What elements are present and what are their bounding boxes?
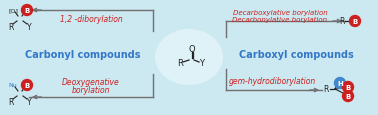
Circle shape — [335, 78, 345, 89]
Text: Deoxygenative: Deoxygenative — [62, 78, 120, 87]
Circle shape — [342, 82, 353, 93]
Text: R: R — [177, 59, 183, 68]
Text: Y: Y — [27, 23, 31, 32]
Text: B: B — [352, 19, 358, 25]
Text: borylation: borylation — [72, 86, 110, 95]
Text: B: B — [24, 8, 29, 14]
Text: B: B — [345, 93, 351, 99]
Ellipse shape — [155, 30, 223, 85]
Text: B: B — [345, 84, 351, 90]
Text: R: R — [323, 85, 329, 94]
Circle shape — [22, 80, 33, 91]
Circle shape — [350, 16, 361, 27]
Text: R: R — [339, 17, 345, 26]
Circle shape — [342, 91, 353, 102]
Text: H: H — [337, 80, 343, 86]
Text: [O]: [O] — [8, 8, 18, 13]
Text: Nu: Nu — [9, 83, 17, 88]
Text: Decarbonylative borylation: Decarbonylative borylation — [232, 17, 328, 23]
Text: Carboxyl compounds: Carboxyl compounds — [239, 50, 353, 59]
Text: R: R — [8, 23, 14, 32]
Text: Y: Y — [27, 98, 31, 107]
Text: B: B — [24, 82, 29, 88]
Text: Decarboxylative borylation: Decarboxylative borylation — [232, 10, 327, 16]
Text: Carbonyl compounds: Carbonyl compounds — [25, 50, 141, 59]
Text: Y: Y — [200, 59, 204, 68]
Text: gem-hydrodiborylation: gem-hydrodiborylation — [228, 77, 316, 86]
Text: R: R — [8, 98, 14, 107]
Text: O: O — [189, 45, 195, 54]
Circle shape — [22, 5, 33, 16]
Text: 1,2 -diborylation: 1,2 -diborylation — [60, 15, 122, 24]
